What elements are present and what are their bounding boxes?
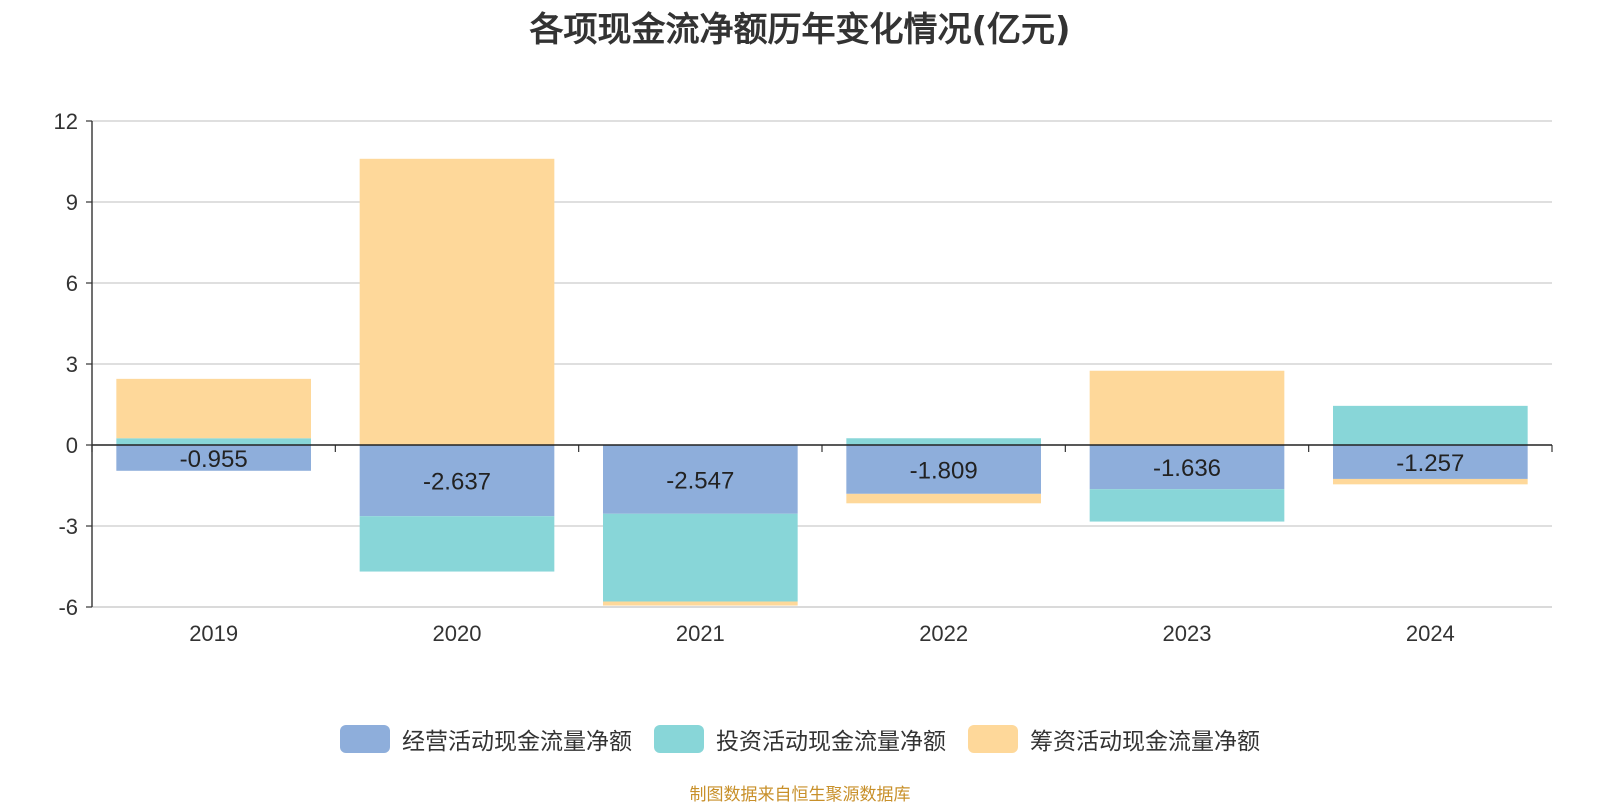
y-tick-label: -6 [58,595,78,620]
x-tick-label: 2019 [189,621,238,646]
bar-投资活动现金流量净额-2022 [846,438,1041,445]
bar-投资活动现金流量净额-2021 [603,513,798,602]
x-tick-label: 2022 [919,621,968,646]
bar-经营活动现金流量净额-2021 [603,445,798,514]
legend-item[interactable]: 经营活动现金流量净额 [340,722,632,756]
y-tick-label: 12 [54,109,78,134]
source-note: 制图数据来自恒生聚源数据库 [689,785,911,805]
y-tick-label: 3 [66,352,78,377]
axes: -6 -3 0 3 6 9 12 2019 2020 2021 2022 2023 2024 [54,109,1553,646]
bar-投资活动现金流量净额-2024 [1333,405,1528,445]
legend-label: 经营活动现金流量净额 [402,729,632,755]
bar-筹资活动现金流量净额-2022 [846,493,1041,504]
bar-经营活动现金流量净额-2024 [1333,445,1528,479]
legend-swatch [968,725,1018,753]
bar-筹资活动现金流量净额-2019 [116,378,311,439]
legend-swatch [340,725,390,753]
bar-筹资活动现金流量净额-2020 [359,158,555,446]
legend-label: 投资活动现金流量净额 [716,729,946,755]
y-tick-label: 0 [66,433,78,458]
data-label: -0.955 [180,446,248,473]
chart-title: 各项现金流净额历年变化情况(亿元) [529,10,1071,50]
bar-筹资活动现金流量净额-2024 [1333,478,1528,485]
x-tick-label: 2020 [433,621,482,646]
bar-经营活动现金流量净额-2020 [359,445,555,517]
legend-item[interactable]: 投资活动现金流量净额 [654,722,946,756]
bar-经营活动现金流量净额-2023 [1089,445,1285,490]
data-label: -1.809 [910,457,978,484]
bar-筹资活动现金流量净额-2021 [603,601,798,606]
bar-经营活动现金流量净额-2019 [116,445,311,471]
y-tick-label: 6 [66,271,78,296]
data-label: -1.257 [1396,450,1464,477]
bar-筹资活动现金流量净额-2023 [1089,370,1285,445]
legend-swatch [654,725,704,753]
data-labels: -0.955 -2.637 -2.547 -1.809 -1.636 -1.257 [180,446,1465,496]
data-label: -2.637 [423,469,491,496]
bar-经营活动现金流量净额-2022 [846,445,1041,494]
y-tick-label: 9 [66,190,78,215]
bar-投资活动现金流量净额-2023 [1089,489,1285,522]
y-tick-label: -3 [58,514,78,539]
x-tick-label: 2023 [1163,621,1212,646]
grid-lines [92,120,1552,608]
data-label: -2.547 [666,467,734,494]
x-tick-label: 2024 [1406,621,1455,646]
data-label: -1.636 [1153,455,1221,482]
bar-投资活动现金流量净额-2020 [359,516,555,572]
legend-label: 筹资活动现金流量净额 [1030,729,1260,755]
legend: 经营活动现金流量净额 投资活动现金流量净额 筹资活动现金流量净额 [0,722,1600,756]
bars [116,158,1528,606]
x-tick-label: 2021 [676,621,725,646]
legend-item[interactable]: 筹资活动现金流量净额 [968,722,1260,756]
bar-投资活动现金流量净额-2019 [116,438,311,445]
